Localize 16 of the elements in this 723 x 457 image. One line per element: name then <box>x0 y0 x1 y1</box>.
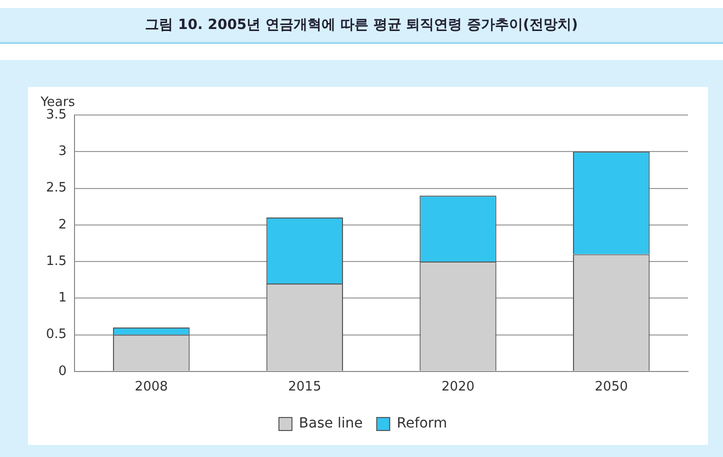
y-tick-label: 2.5 <box>46 180 67 196</box>
y-tick-label: 2 <box>58 217 67 232</box>
chart-title: 그림 10. 2005년 연금개혁에 따른 평균 퇴직연령 증가추이(전망치) <box>145 16 578 34</box>
legend-label: Base line <box>298 416 363 432</box>
x-tick-label: 2020 <box>441 380 475 395</box>
y-tick-label: 1.5 <box>46 254 67 269</box>
y-tick-label: 1 <box>58 290 67 306</box>
y-tick-label: 0 <box>58 364 67 379</box>
x-tick-label: 2050 <box>594 380 628 395</box>
x-tick-label: 2008 <box>134 380 168 395</box>
y-tick-label: 3.5 <box>46 107 67 122</box>
legend-label: Reform <box>396 416 448 432</box>
y-axis-title: Years <box>40 94 76 110</box>
y-tick-label: 3 <box>58 144 67 160</box>
x-tick-label: 2015 <box>288 380 322 395</box>
y-tick-label: 0.5 <box>46 327 67 342</box>
